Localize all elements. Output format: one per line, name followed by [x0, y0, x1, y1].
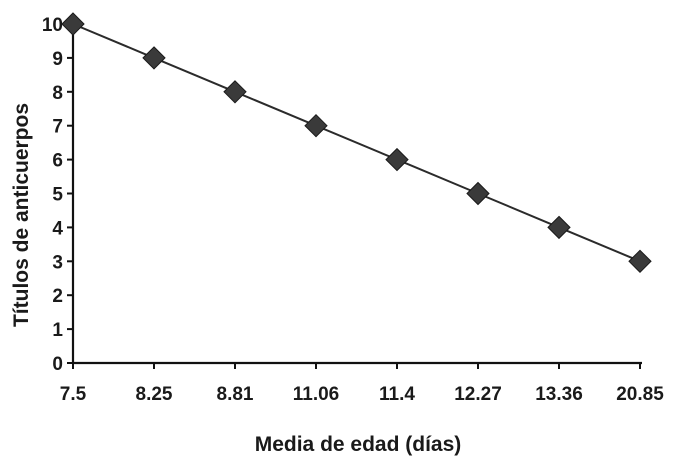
data-point-marker — [385, 147, 409, 172]
x-tick-label: 12.27 — [454, 384, 502, 405]
x-axis-title: Media de edad (días) — [255, 433, 462, 456]
tick-labels: 0 1 2 3 4 5 6 7 8 9 10 7.5 8.25 8.81 11.06 11.4 12.27 13.… — [42, 15, 664, 405]
y-tick-label: 5 — [52, 185, 63, 206]
data-point-marker — [466, 181, 490, 206]
y-tick-label: 2 — [52, 286, 63, 307]
data-point-marker — [547, 215, 571, 240]
x-tick-label: 20.85 — [616, 384, 664, 405]
y-axis-title: Títulos de anticuerpos — [10, 103, 33, 327]
y-tick-label: 1 — [52, 320, 63, 341]
data-point-marker — [223, 80, 247, 104]
series-line — [72, 23, 641, 263]
series — [61, 12, 652, 274]
data-point-marker — [628, 249, 652, 274]
x-tick-label: 7.5 — [60, 384, 87, 405]
x-tick-label: 11.4 — [379, 384, 415, 405]
y-tick-label: 9 — [52, 49, 63, 70]
y-tick-label: 7 — [52, 117, 63, 138]
y-tick-label: 8 — [52, 83, 63, 104]
y-tick-label: 4 — [52, 218, 63, 239]
data-point-marker — [142, 46, 166, 70]
x-tick-label: 8.25 — [136, 384, 173, 405]
x-tick-label: 13.36 — [535, 384, 583, 405]
x-tick-label: 11.06 — [293, 384, 340, 405]
y-tick-label: 6 — [52, 151, 63, 172]
y-tick-label: 0 — [52, 354, 63, 375]
data-point-marker — [304, 113, 328, 138]
data-point-marker — [61, 12, 85, 36]
y-tick-label: 3 — [52, 252, 63, 273]
y-tick-label: 10 — [42, 15, 63, 36]
x-tick-label: 8.81 — [217, 384, 254, 405]
axes — [67, 20, 642, 369]
